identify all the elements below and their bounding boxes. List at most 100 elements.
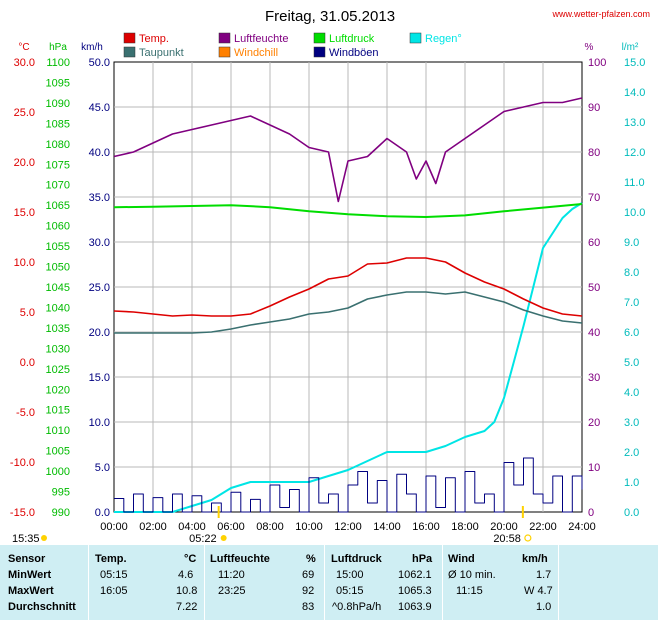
max-temp-time: 16:05 — [100, 585, 128, 597]
tick-label-kmh: 40.0 — [89, 147, 110, 159]
sunset-icon — [524, 534, 532, 542]
sunrise-time: 05:22 — [189, 533, 217, 545]
tick-label-percent: 70 — [588, 192, 600, 204]
tick-label-hpa: 1055 — [46, 241, 70, 253]
tick-label-hpa: 1080 — [46, 139, 70, 151]
legend-label-luftdruck: Luftdruck — [329, 33, 375, 45]
tick-label-hpa: 1050 — [46, 262, 70, 274]
tick-label-x: 04:00 — [178, 521, 206, 533]
tick-label-celsius: 25.0 — [14, 107, 35, 119]
legend-swatch-taupunkt — [123, 46, 136, 58]
tick-label-x: 12:00 — [334, 521, 362, 533]
legend-swatch-windchill — [218, 46, 231, 58]
tick-label-rain: 15.0 — [624, 57, 645, 69]
header-humidity: Luftfeuchte — [210, 553, 270, 565]
legend: Temp. Taupunkt Luftfeuchte Windchill Luftdru… — [123, 32, 462, 59]
tick-label-celsius: -5.0 — [16, 407, 35, 419]
row-label-max: MaxWert — [8, 585, 54, 597]
tick-label-hpa: 1070 — [46, 180, 70, 192]
tick-label-kmh: 50.0 — [89, 57, 110, 69]
tick-label-rain: 13.0 — [624, 117, 645, 129]
tick-label-rain: 4.0 — [624, 387, 639, 399]
series-line-taupunkt — [114, 291, 583, 334]
tick-label-x: 08:00 — [256, 521, 284, 533]
tick-label-rain: 14.0 — [624, 87, 645, 99]
header-temp-unit: °C — [184, 553, 197, 565]
min-wind-value: 1.7 — [536, 569, 552, 581]
tick-label-hpa: 1090 — [46, 98, 70, 110]
legend-swatch-luftdruck — [313, 32, 326, 44]
tick-label-percent: 20 — [588, 417, 600, 429]
tick-label-x: 02:00 — [139, 521, 167, 533]
tick-label-percent: 60 — [588, 237, 600, 249]
sunrise-icon — [220, 535, 227, 541]
series-line-windbo-en — [114, 457, 583, 513]
tick-label-kmh: 30.0 — [89, 237, 110, 249]
tick-label-kmh: 25.0 — [89, 282, 110, 294]
series-line-regen — [114, 202, 583, 513]
tick-label-hpa: 995 — [52, 487, 70, 499]
avg-hum-value: 83 — [302, 601, 315, 613]
min-temp-time: 05:15 — [100, 569, 128, 581]
tick-label-hpa: 1035 — [46, 323, 70, 335]
tick-label-x: 20:00 — [490, 521, 518, 533]
tick-label-percent: 100 — [588, 57, 606, 69]
timestamp-sun-icon — [41, 535, 47, 541]
tick-label-hpa: 1065 — [46, 200, 70, 212]
tick-label-hpa: 1010 — [46, 425, 70, 437]
tick-label-hpa: 1045 — [46, 282, 70, 294]
header-pressure-unit: hPa — [412, 553, 433, 565]
tick-label-percent: 90 — [588, 102, 600, 114]
legend-label-taupunkt: Taupunkt — [139, 47, 184, 59]
tick-label-hpa: 1020 — [46, 384, 70, 396]
tick-label-hpa: 1040 — [46, 302, 70, 314]
series-line-luftdruck — [113, 203, 583, 218]
sunset-time: 20:58 — [493, 533, 521, 545]
series-line-luftfeuchte — [113, 97, 583, 203]
tick-label-hpa: 1085 — [46, 118, 70, 130]
tick-label-rain: 7.0 — [624, 297, 639, 309]
min-press-value: 1062.1 — [398, 569, 432, 581]
tick-label-hpa: 1075 — [46, 159, 70, 171]
header-wind: Wind — [448, 553, 475, 565]
max-wind-time: 11:15 — [456, 585, 483, 597]
header-humidity-unit: % — [306, 553, 316, 565]
legend-label-windbo-en: Windböen — [329, 47, 379, 59]
legend-swatch-windbo-en — [313, 46, 326, 58]
min-hum-value: 69 — [302, 569, 315, 581]
tick-label-kmh: 5.0 — [95, 462, 110, 474]
tick-label-x: 16:00 — [412, 521, 440, 533]
legend-label-luftfeuchte: Luftfeuchte — [234, 33, 288, 45]
weather-chart: Freitag, 31.05.2013 www.wetter-pfalzen.c… — [10, 8, 650, 545]
tick-label-hpa: 1005 — [46, 446, 70, 458]
avg-temp-value: 7.22 — [176, 601, 198, 613]
unit-rain: l/m² — [622, 42, 639, 53]
header-wind-unit: km/h — [522, 553, 548, 565]
tick-label-hpa: 1100 — [46, 57, 70, 69]
tick-label-kmh: 15.0 — [89, 372, 110, 384]
tick-label-x: 14:00 — [373, 521, 401, 533]
tick-label-x: 24:00 — [568, 521, 596, 533]
tick-label-percent: 0 — [588, 507, 594, 519]
max-hum-value: 92 — [302, 585, 315, 597]
tick-label-rain: 9.0 — [624, 237, 639, 249]
tick-label-rain: 6.0 — [624, 327, 639, 339]
max-temp-value: 10.8 — [176, 585, 198, 597]
tick-label-celsius: 5.0 — [20, 307, 35, 319]
header-pressure: Luftdruck — [331, 553, 382, 565]
tick-label-rain: 2.0 — [624, 447, 639, 459]
header-temp: Temp. — [95, 553, 127, 565]
series-line-temp — [113, 257, 583, 317]
tick-label-celsius: -15.0 — [10, 507, 35, 519]
tick-label-hpa: 1000 — [46, 466, 70, 478]
tick-label-rain: 3.0 — [624, 417, 639, 429]
tick-label-celsius: 20.0 — [14, 157, 35, 169]
pressure-trend: ^0.8hPa/h — [332, 601, 382, 613]
legend-label-regen: Regen° — [425, 33, 462, 45]
stats-table: Sensor Temp. °C Luftfeuchte % Luftdruck … — [0, 545, 658, 620]
source-link[interactable]: www.wetter-pfalzen.com — [551, 9, 650, 19]
tick-label-x: 22:00 — [529, 521, 557, 533]
tick-label-x: 10:00 — [295, 521, 323, 533]
tick-label-celsius: 15.0 — [14, 207, 35, 219]
